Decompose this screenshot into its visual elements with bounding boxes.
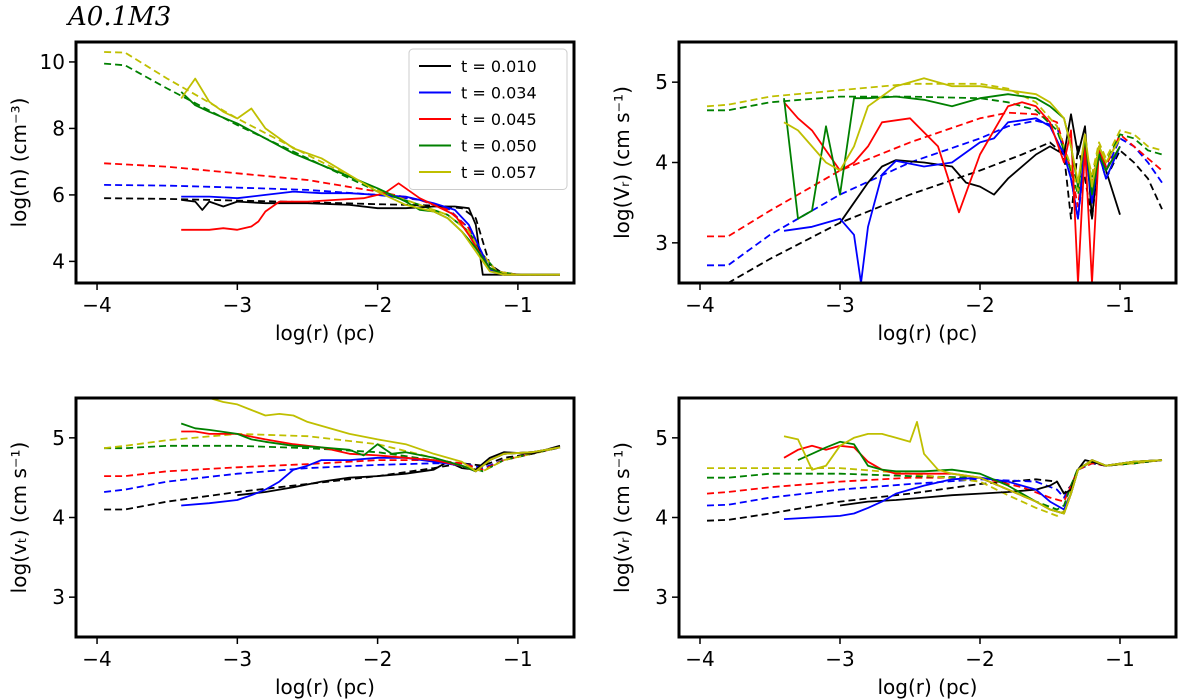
x-tick-label: −4 xyxy=(685,293,714,317)
x-tick-label: −3 xyxy=(825,293,854,317)
series-line-t-0-057-dashed xyxy=(104,51,560,276)
x-tick-label: −3 xyxy=(223,293,252,317)
y-tick-label: 3 xyxy=(52,585,65,609)
series-line-t-0-010-dashed xyxy=(727,141,1163,283)
series-group xyxy=(706,77,1163,283)
axes-frame xyxy=(677,396,1178,639)
x-tick-label: −4 xyxy=(82,293,111,317)
x-tick-label: −3 xyxy=(825,647,854,671)
series-line-t-0-050-dashed xyxy=(707,95,1163,196)
series-line-t-0-045 xyxy=(783,101,1121,283)
series-line-t-0-057-dashed xyxy=(707,459,1163,517)
y-axis-label: log(vₜ) (cm s⁻¹) xyxy=(7,442,31,594)
axes-frame xyxy=(74,396,576,639)
legend: t = 0.010 t = 0.034 t = 0.045 t = 0.050 t = … xyxy=(408,48,568,190)
x-axis-label: log(r) (pc) xyxy=(275,675,375,699)
y-tick-label: 10 xyxy=(40,50,65,74)
x-tick-label: −3 xyxy=(223,647,252,671)
y-tick-label: 4 xyxy=(655,151,668,175)
legend-entry-t-0-045: t = 0.045 xyxy=(461,110,537,129)
series-group xyxy=(104,51,560,276)
legend-entry-t-0-034: t = 0.034 xyxy=(461,84,537,103)
series-line-t-0-050 xyxy=(783,93,1121,220)
y-tick-label: 5 xyxy=(655,426,668,450)
series-line-t-0-057-dashed xyxy=(706,82,1163,192)
figure-title: A0.1M3 xyxy=(68,2,172,32)
series-line-t-0-010 xyxy=(839,459,1163,507)
x-axis-label: log(r) (pc) xyxy=(275,321,375,345)
y-axis-label: log(vᵣ) (cm s⁻¹) xyxy=(610,442,634,593)
y-tick-label: 8 xyxy=(52,116,65,140)
y-axis-label: log(Vᵣ) (cm s⁻¹) xyxy=(610,86,634,239)
panel-tangential-velocity: −4 −3 −2 −1 3 4 5 log(r) (pc) log(vₜ) (cm s⁻¹) xyxy=(7,396,576,699)
y-tick-label: 4 xyxy=(655,506,668,530)
panel-radial-velocity-lower: −4 −3 −2 −1 3 4 5 log(r) (pc) log(vᵣ) (cm s⁻¹) xyxy=(610,396,1178,699)
series-line-t-0-057 xyxy=(783,77,1121,188)
series-line-t-0-034 xyxy=(181,190,560,276)
legend-entry-t-0-010: t = 0.010 xyxy=(461,57,537,76)
series-line-t-0-010-dashed xyxy=(706,459,1163,522)
series-line-t-0-050 xyxy=(180,422,561,473)
x-tick-label: −1 xyxy=(1105,293,1134,317)
y-axis-label: log(n) (cm⁻³) xyxy=(7,98,31,228)
series-line-t-0-010 xyxy=(181,199,560,276)
x-tick-label: −2 xyxy=(363,293,392,317)
series-line-t-0-010-dashed xyxy=(104,446,561,511)
x-axis-label: log(r) (pc) xyxy=(878,675,978,699)
legend-entry-t-0-050: t = 0.050 xyxy=(461,137,537,156)
x-axis-label: log(r) (pc) xyxy=(878,321,978,345)
series-line-t-0-010 xyxy=(237,444,561,497)
series-line-t-0-050-dashed xyxy=(707,459,1163,511)
y-tick-label: 5 xyxy=(52,426,65,450)
panel-radial-velocity-upper: −4 −3 −2 −1 3 4 5 log(r) (pc) log(Vᵣ) (cm s⁻¹) xyxy=(610,40,1178,345)
series-line-t-0-045 xyxy=(181,182,560,276)
series-group xyxy=(706,420,1163,522)
x-tick-label: −4 xyxy=(685,647,714,671)
series-line-t-0-010-dashed xyxy=(104,197,560,276)
x-tick-label: −2 xyxy=(965,293,994,317)
x-tick-label: −4 xyxy=(82,647,111,671)
x-tick-label: −1 xyxy=(503,293,532,317)
series-line-t-0-057-dashed xyxy=(103,432,561,473)
x-tick-label: −1 xyxy=(1105,647,1134,671)
y-tick-label: 4 xyxy=(52,506,65,530)
legend-box xyxy=(408,48,568,190)
y-tick-label: 3 xyxy=(655,585,668,609)
series-line-t-0-034-dashed xyxy=(103,446,561,493)
y-tick-label: 6 xyxy=(52,183,65,207)
legend-entry-t-0-057: t = 0.057 xyxy=(461,163,537,182)
y-tick-label: 5 xyxy=(655,70,668,94)
x-tick-label: −1 xyxy=(503,647,532,671)
series-line-t-0-057 xyxy=(783,420,1163,515)
series-line-t-0-034 xyxy=(783,117,1121,283)
y-tick-label: 4 xyxy=(52,249,65,273)
series-line-t-0-057 xyxy=(209,398,561,473)
panel-density: −4 −3 −2 −1 4 6 8 10 log(r) (pc) log(n) (cm⁻³) t =… xyxy=(7,40,576,345)
axes-frame xyxy=(74,40,576,285)
series-group xyxy=(103,398,561,511)
y-tick-label: 3 xyxy=(655,231,668,255)
x-tick-label: −2 xyxy=(363,647,392,671)
x-tick-label: −2 xyxy=(965,647,994,671)
series-line-t-0-057 xyxy=(180,77,560,276)
series-line-t-0-050 xyxy=(180,91,560,276)
